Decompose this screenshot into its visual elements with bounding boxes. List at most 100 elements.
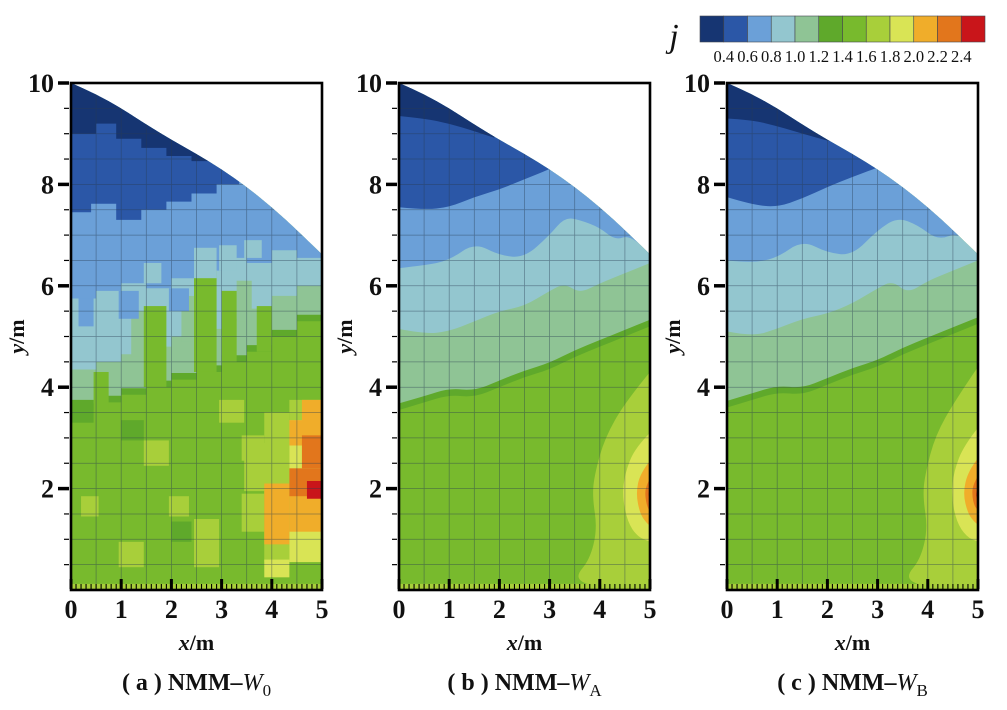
y-axis-ticks: [386, 81, 397, 566]
contour-patch: [241, 493, 265, 532]
contour-patch: [219, 399, 245, 423]
contour-patch: [306, 480, 322, 499]
x-tick-label: 1: [115, 595, 128, 624]
contour-patch: [193, 519, 220, 568]
legend-tick-label: 0.4: [713, 47, 734, 66]
legend-tick-label: 2.0: [903, 47, 924, 66]
x-tick-label: 4: [921, 595, 934, 624]
y-axis-label: y/m: [4, 319, 29, 356]
legend-swatch: [960, 15, 986, 43]
plot-frame: [397, 81, 652, 592]
contour-patch: [193, 270, 217, 372]
y-tick-label: 6: [369, 272, 382, 301]
y-tick-label: 2: [41, 475, 54, 504]
legend-tick-label: 0.6: [737, 47, 758, 66]
legend-tick-label: 2.4: [951, 47, 972, 66]
contour-patch: [143, 440, 169, 466]
legend-swatch: [913, 15, 938, 43]
x-tick-label: 3: [871, 595, 884, 624]
x-tick-label: 5: [316, 595, 329, 624]
y-axis-ticks: [714, 81, 725, 566]
contour-patch: [301, 435, 322, 469]
x-tick-label: 0: [721, 595, 734, 624]
x-axis-ticks: [725, 579, 980, 589]
contour-blob: [972, 475, 978, 510]
y-axis-label: y/m: [332, 319, 357, 356]
x-tick-label: 4: [265, 595, 278, 624]
legend-tick-label: 0.8: [761, 47, 782, 66]
y-tick-label: 4: [697, 373, 710, 402]
contour-patch: [289, 493, 322, 532]
legend-title: j: [665, 18, 678, 55]
legend-swatch: [937, 15, 962, 43]
y-tick-label: 10: [684, 69, 710, 98]
x-axis-ticks: [397, 579, 652, 589]
legend-tick-label: 1.6: [856, 47, 877, 66]
legend-swatch: [699, 15, 725, 43]
legend-tick-label: 1.0: [785, 47, 806, 66]
contour-patch: [78, 298, 94, 327]
y-tick-label: 10: [28, 69, 54, 98]
contour-patch: [171, 521, 192, 542]
y-tick-label: 2: [369, 475, 382, 504]
contour-patch: [143, 262, 162, 284]
y-tick-label: 10: [356, 69, 382, 98]
subplot-b: 0 1 2 3 4 5 2 4 6 8 10 x/m y/m ( b ) NMM–WA: [332, 69, 657, 700]
legend-swatch: [842, 15, 867, 43]
x-tick-label: 0: [393, 595, 406, 624]
contour-patch: [236, 280, 252, 322]
plot-frame: [69, 81, 324, 592]
contour-patch: [244, 240, 262, 258]
subplot-a: 0 1 2 3 4 5 2 4 6 8 10 x/m y/m ( a ) NMM–W0: [4, 69, 329, 700]
y-axis-label: y/m: [660, 319, 685, 356]
contour-patch: [81, 496, 99, 517]
contour-patch: [93, 371, 109, 411]
x-axis-label: x/m: [506, 630, 542, 655]
y-tick-label: 8: [369, 170, 382, 199]
x-tick-label: 5: [972, 595, 985, 624]
grid-lines: [727, 83, 978, 590]
y-tick-label: 8: [41, 170, 54, 199]
contour-blob: [964, 458, 978, 525]
grid-lines: [399, 83, 650, 590]
x-tick-label: 3: [215, 595, 228, 624]
subplot-caption: ( a ) NMM–W0: [122, 670, 271, 700]
x-tick-label: 5: [644, 595, 657, 624]
contour-blob: [578, 372, 650, 589]
legend-tick-label: 1.4: [832, 47, 853, 66]
x-tick-label: 2: [165, 595, 178, 624]
contour-patch: [118, 290, 139, 319]
legend-swatch: [794, 15, 820, 43]
x-axis-label: x/m: [834, 630, 870, 655]
contour-patch: [71, 399, 94, 423]
colorbar-legend: 0.4 0.6 0.8 1.0 1.2 1.4 1.6 1.8 2.0 2.2 2.4 j: [665, 15, 986, 66]
y-tick-label: 2: [697, 475, 710, 504]
legend-tick-label: 1.8: [880, 47, 901, 66]
plot-frame: [725, 81, 980, 592]
x-tick-label: 1: [443, 595, 456, 624]
y-tick-label: 4: [41, 373, 54, 402]
legend-tick-label: 1.2: [808, 47, 829, 66]
x-tick-label: 2: [493, 595, 506, 624]
contour-blob: [908, 366, 978, 589]
x-tick-label: 0: [65, 595, 78, 624]
y-tick-label: 6: [41, 272, 54, 301]
x-tick-label: 3: [543, 595, 556, 624]
legend-swatch: [747, 15, 772, 43]
x-tick-label: 1: [771, 595, 784, 624]
contour-patch: [219, 245, 237, 271]
legend-swatch: [889, 15, 915, 43]
y-tick-label: 4: [369, 373, 382, 402]
contour-patch: [118, 541, 144, 568]
x-axis-label: x/m: [178, 630, 214, 655]
contour-patch: [168, 496, 189, 517]
y-tick-label: 8: [697, 170, 710, 199]
legend-swatch: [865, 15, 891, 43]
x-tick-label: 2: [821, 595, 834, 624]
contour-patch: [241, 435, 265, 461]
contour-patch: [256, 306, 272, 352]
subplot-caption: ( c ) NMM–WB: [777, 670, 928, 700]
contour-patch: [193, 247, 217, 279]
